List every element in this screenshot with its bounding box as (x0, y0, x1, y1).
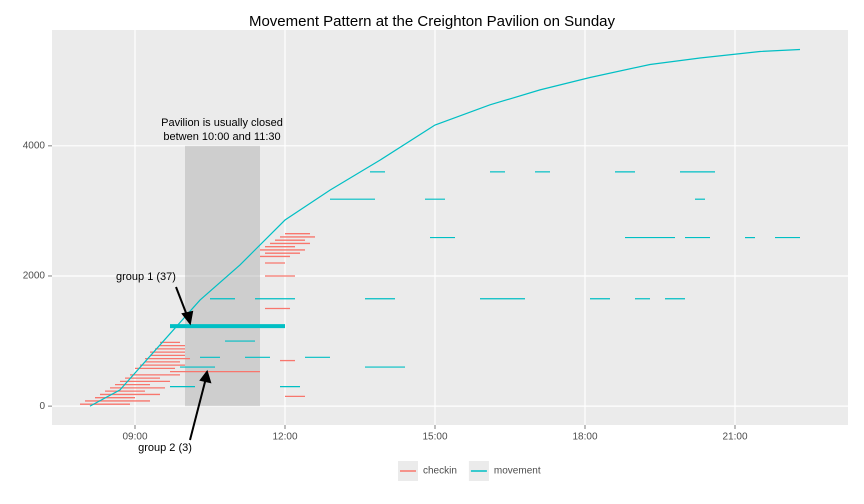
annotation: group 2 (3) (138, 442, 192, 454)
y-tick-label: 0 (39, 401, 45, 412)
x-tick-label: 09:00 (122, 432, 147, 443)
arrow-head (199, 369, 212, 384)
y-tick-label: 2000 (23, 271, 46, 282)
chart-title: Movement Pattern at the Creighton Pavili… (249, 13, 616, 30)
legend-label: checkin (423, 466, 457, 477)
x-tick-label: 15:00 (422, 432, 447, 443)
annotation: Pavilion is usually closed (161, 117, 283, 129)
x-tick-label: 21:00 (722, 432, 747, 443)
cumulative-line (89, 48, 801, 407)
closed-region (185, 145, 260, 407)
legend: checkin movement (398, 461, 541, 481)
arrow-head (181, 310, 194, 326)
annotation: group 1 (37) (116, 271, 176, 283)
arrows (175, 286, 212, 441)
y-tick-label: 4000 (23, 140, 46, 151)
x-tick-label: 12:00 (272, 432, 297, 443)
annotation: betwen 10:00 and 11:30 (163, 131, 280, 143)
arrow (189, 377, 207, 441)
x-tick-label: 18:00 (572, 432, 597, 443)
legend-label: movement (494, 466, 541, 477)
